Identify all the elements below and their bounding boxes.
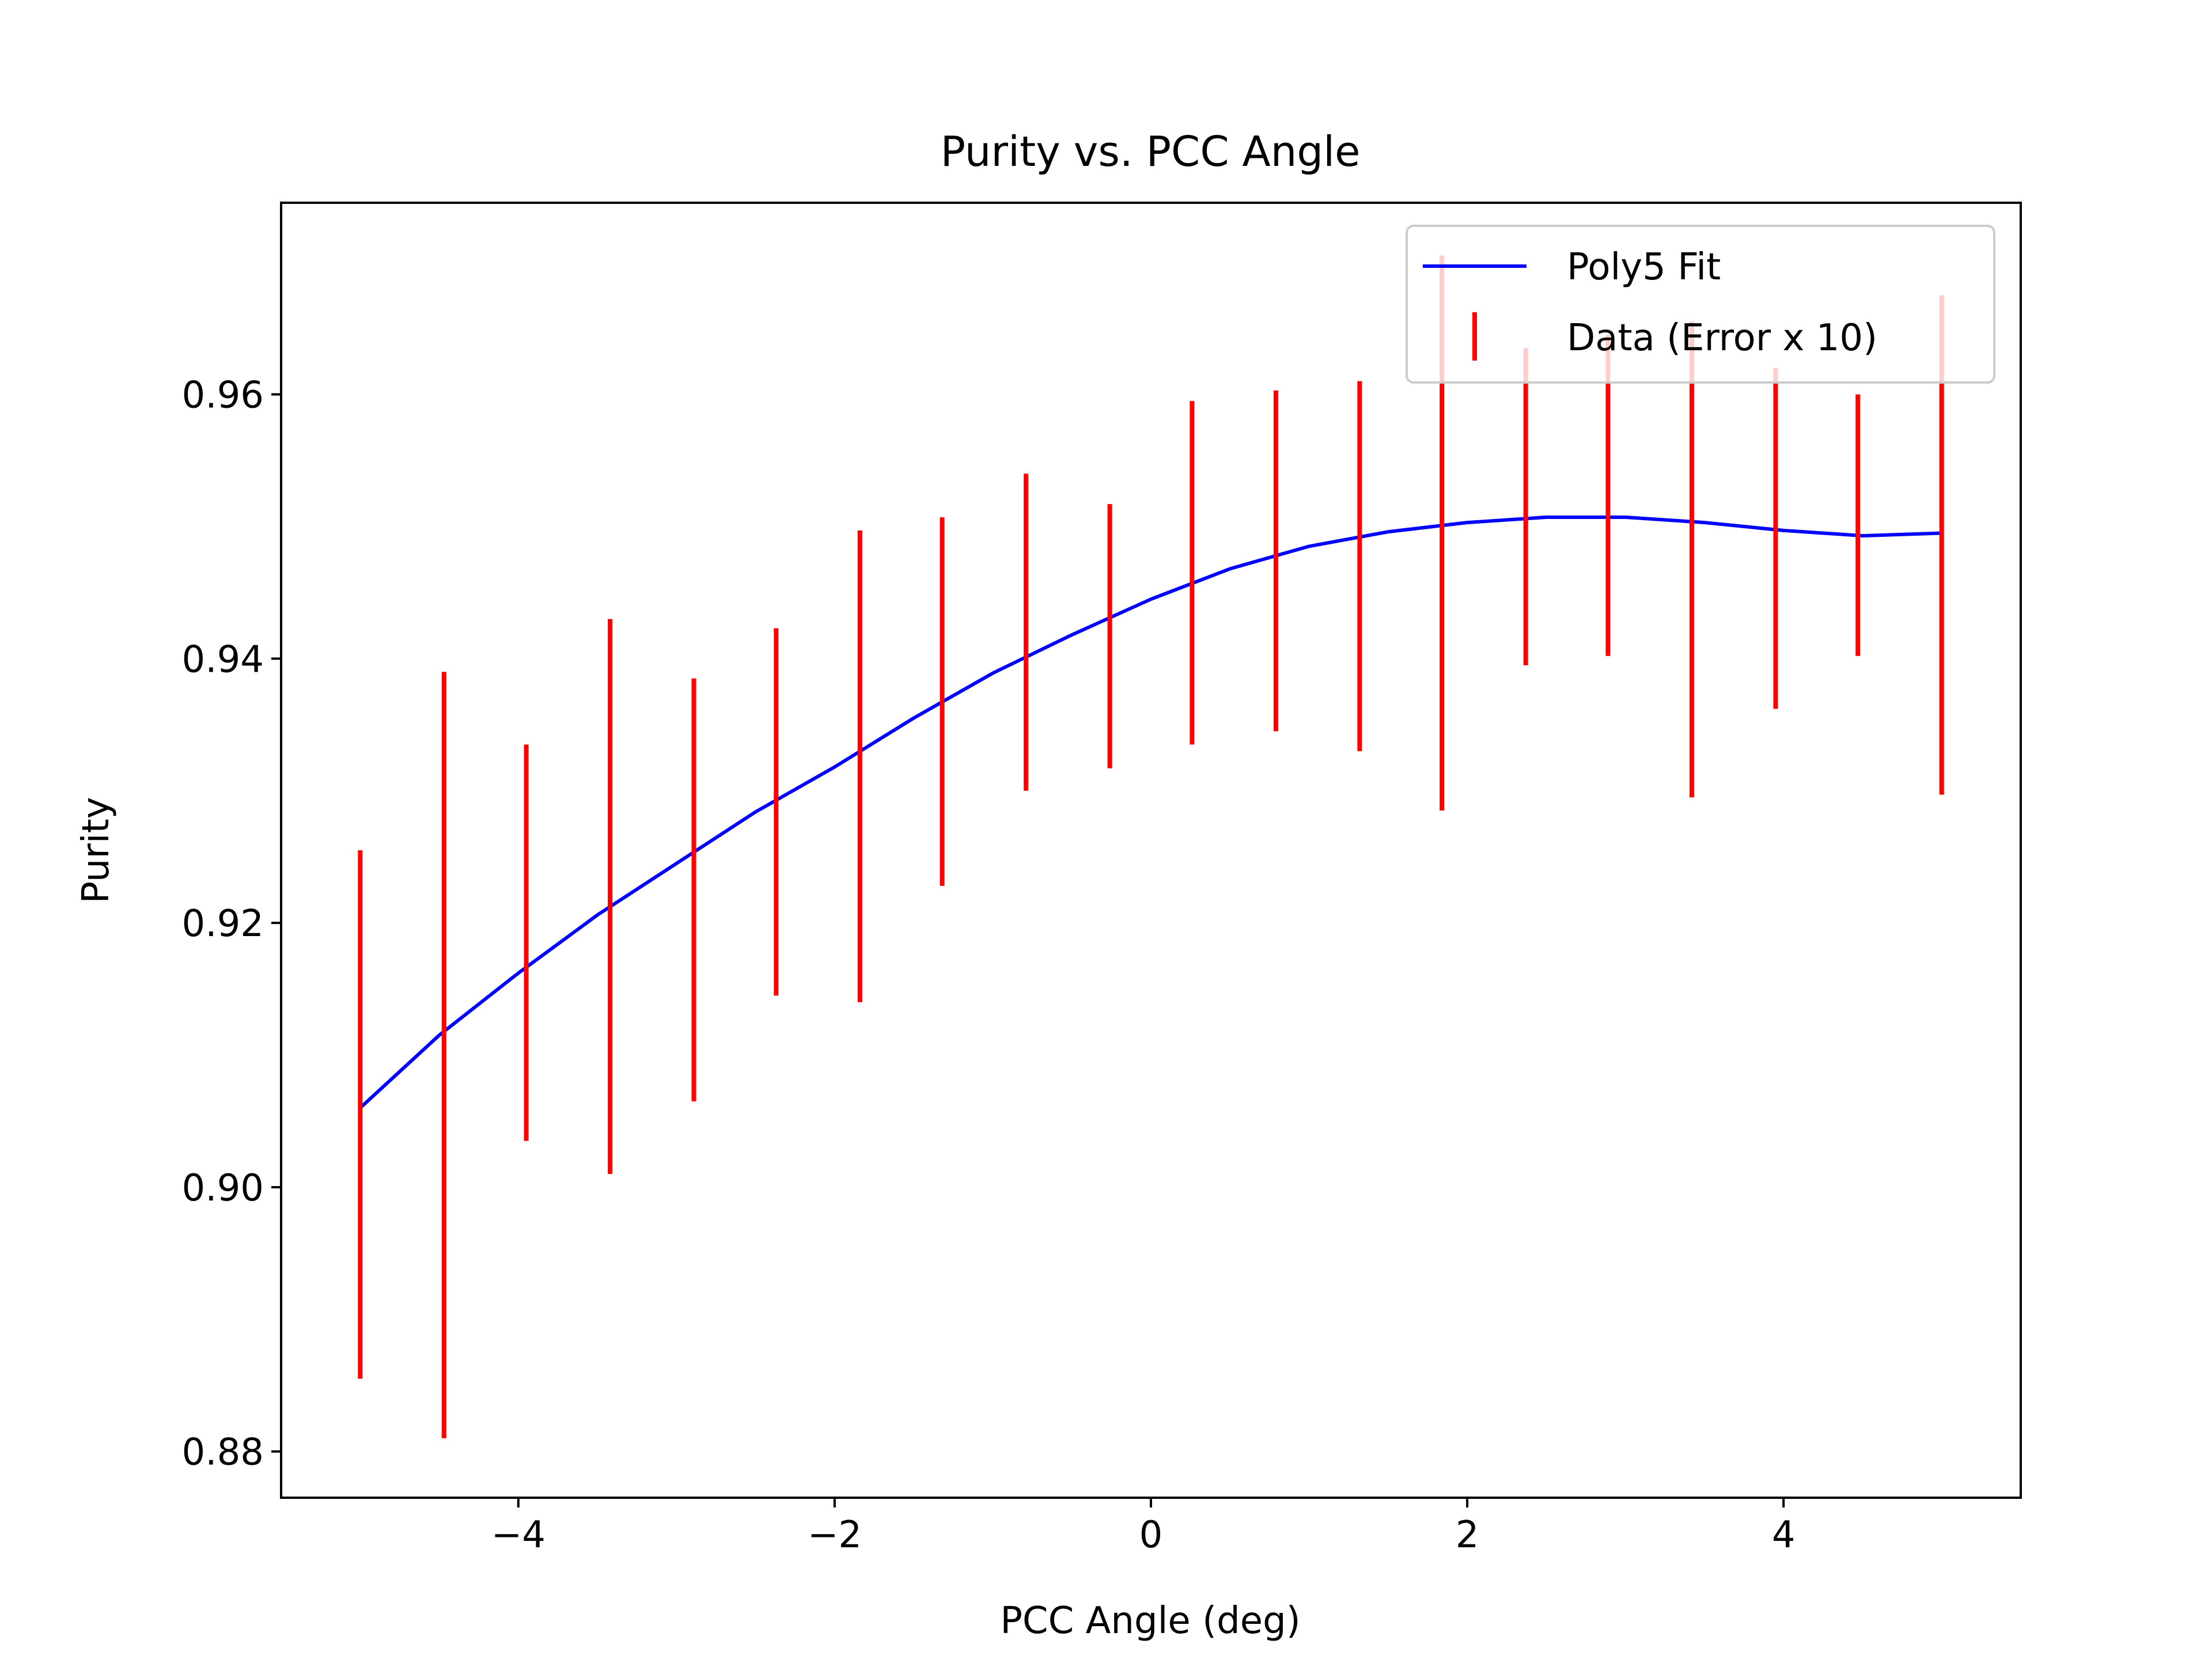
y-tick-label: 0.88 [182, 1431, 264, 1474]
y-axis-label: Purity [75, 797, 118, 903]
chart-title: Purity vs. PCC Angle [941, 127, 1361, 176]
y-tick-label: 0.94 [182, 638, 264, 681]
fit-layer [359, 515, 1942, 1109]
legend-label-fit: Poly5 Fit [1567, 246, 1721, 289]
x-tick-label: 2 [1456, 1514, 1479, 1556]
fit-line [359, 515, 1942, 1109]
x-tick-label: 0 [1139, 1514, 1163, 1556]
y-tick-label: 0.92 [182, 903, 264, 945]
y-tick-label: 0.96 [182, 374, 264, 417]
y-tick-label: 0.90 [182, 1167, 264, 1210]
x-tick-label: 4 [1772, 1514, 1796, 1556]
x-tick-label: −4 [491, 1514, 546, 1556]
x-axis: −4 −2 0 2 4 [491, 1498, 1796, 1556]
y-axis: 0.88 0.90 0.92 0.94 0.96 [182, 374, 281, 1474]
legend: Poly5 Fit Data (Error x 10) [1406, 225, 1995, 384]
errorbar-layer [358, 255, 1944, 1438]
plot-area [358, 255, 1944, 1438]
x-tick-label: −2 [808, 1514, 862, 1556]
legend-label-data: Data (Error x 10) [1567, 317, 1877, 359]
legend-box [1406, 225, 1995, 384]
x-axis-label: PCC Angle (deg) [1000, 1600, 1300, 1642]
